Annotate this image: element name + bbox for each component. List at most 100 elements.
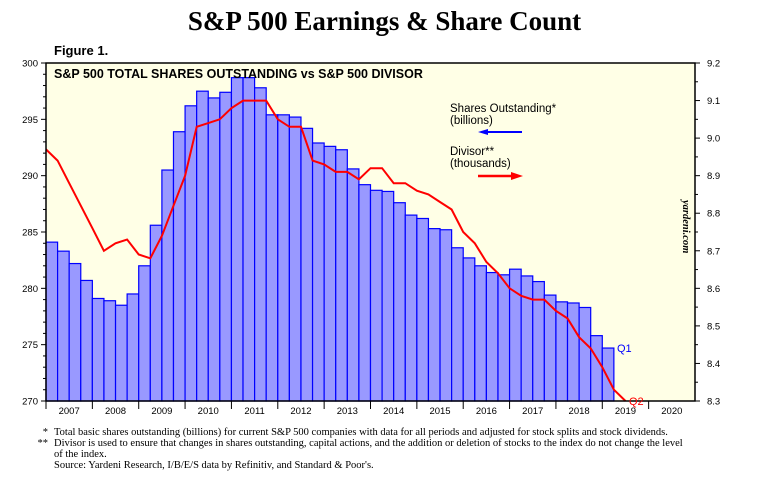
watermark: yardeni.com [680, 198, 691, 253]
left-axis-tick-label: 275 [22, 340, 38, 351]
bar [381, 190, 395, 402]
left-axis-tick-label: 285 [22, 228, 38, 239]
bar [462, 257, 476, 402]
bar [219, 91, 233, 402]
divisor-end-label: Q2 [629, 396, 644, 408]
x-axis: 2007 2008 2009 2010 2011 2012 2013 2014 2015 2016… [45, 401, 682, 417]
legend-divisor-arrow-icon [478, 172, 523, 180]
bar [601, 347, 615, 402]
bar [404, 214, 418, 402]
bar [497, 274, 511, 402]
bars-shares-outstanding [45, 77, 615, 402]
bar [566, 302, 580, 402]
bar [358, 184, 372, 402]
bar [474, 265, 487, 402]
bar [56, 250, 70, 402]
x-axis-tick-label: 2007 [59, 406, 80, 417]
right-axis-tick-label: 8.7 [707, 246, 720, 257]
bar [80, 279, 93, 402]
x-axis-tick-label: 2016 [476, 406, 497, 417]
bar [427, 228, 441, 402]
right-axis-tick-label: 8.5 [707, 321, 720, 332]
divisor-line [45, 99, 627, 402]
bar [520, 275, 534, 402]
legend-shares-arrow-icon [478, 129, 522, 135]
bar [103, 300, 117, 402]
bar [230, 77, 244, 402]
right-axis-tick-label: 8.3 [707, 397, 720, 408]
x-axis-tick-label: 2015 [429, 406, 450, 417]
bar [578, 306, 592, 402]
legend-shares-unit: (billions) [450, 115, 493, 127]
bar [138, 265, 151, 402]
x-axis-tick-label: 2009 [151, 406, 172, 417]
x-axis-tick-label: 2012 [290, 406, 311, 417]
footnotes: * Total basic shares outstanding (billion… [30, 427, 694, 471]
source-note: Source: Yardeni Research, I/B/E/S data b… [54, 460, 374, 471]
bar [323, 145, 337, 402]
bar [161, 169, 175, 402]
bar [172, 131, 186, 402]
bar [416, 217, 430, 402]
x-axis-tick-label: 2010 [198, 406, 219, 417]
footnote-2-mark: ** [37, 438, 49, 449]
bar [369, 189, 383, 402]
x-axis-tick-label: 2020 [661, 406, 682, 417]
legend-divisor-unit: (thousands) [450, 158, 511, 170]
bar [335, 149, 348, 402]
left-axis-tick-label: 270 [22, 397, 38, 408]
bar [149, 224, 163, 402]
bar [242, 77, 256, 402]
shares-end-label: Q1 [617, 343, 632, 355]
right-axis-tick-label: 8.4 [707, 359, 720, 370]
bar [288, 116, 302, 402]
x-axis-tick-label: 2008 [105, 406, 126, 417]
x-axis-tick-label: 2011 [244, 406, 264, 417]
bar [485, 271, 499, 402]
x-axis-tick-label: 2013 [337, 406, 358, 417]
bar [45, 241, 59, 402]
bar [393, 202, 406, 402]
right-axis-tick-label: 9.1 [707, 96, 720, 107]
bar [277, 114, 290, 402]
x-axis-tick-label: 2014 [383, 406, 404, 417]
x-axis-tick-label: 2019 [615, 406, 636, 417]
legend-shares-label: Shares Outstanding* [450, 103, 557, 115]
left-axis: 270 275 280 285 290 295 300 [22, 59, 46, 408]
left-axis-tick-label: 290 [22, 171, 38, 182]
x-axis-tick-label: 2017 [522, 406, 543, 417]
bar [207, 97, 221, 402]
left-axis-tick-label: 280 [22, 284, 38, 295]
bar [91, 297, 105, 402]
bar [311, 142, 325, 402]
chart-title: S&P 500 TOTAL SHARES OUTSTANDING vs S&P … [54, 67, 423, 81]
bar [68, 262, 82, 402]
left-axis-tick-label: 295 [22, 115, 38, 126]
bar [543, 294, 557, 402]
bar [451, 247, 464, 402]
right-axis-tick-label: 9.0 [707, 134, 720, 145]
right-axis: 8.3 8.4 8.5 8.6 8.7 8.8 8.9 9.0 9.1 9.2 [695, 59, 720, 408]
footnote-1: Total basic shares outstanding (billions… [54, 427, 668, 438]
bar [126, 293, 140, 402]
bar [590, 335, 603, 402]
right-axis-tick-label: 8.9 [707, 171, 720, 182]
bar [254, 87, 267, 402]
footnote-2: Divisor is used to ensure that changes i… [54, 438, 683, 460]
x-axis-tick-label: 2018 [569, 406, 590, 417]
page-title: S&P 500 Earnings & Share Count [187, 6, 582, 36]
right-axis-tick-label: 8.8 [707, 209, 720, 220]
figure-label: Figure 1. [54, 43, 109, 58]
bar [265, 114, 279, 402]
legend-divisor-label: Divisor** [450, 146, 495, 158]
bar [439, 229, 453, 402]
footnote-1-mark: * [42, 427, 48, 438]
right-axis-tick-label: 9.2 [707, 59, 720, 70]
bar [196, 90, 209, 402]
bar [114, 304, 128, 402]
right-axis-tick-label: 8.6 [707, 284, 720, 295]
bar [346, 168, 360, 402]
left-axis-tick-label: 300 [22, 59, 38, 70]
bar [300, 127, 314, 402]
